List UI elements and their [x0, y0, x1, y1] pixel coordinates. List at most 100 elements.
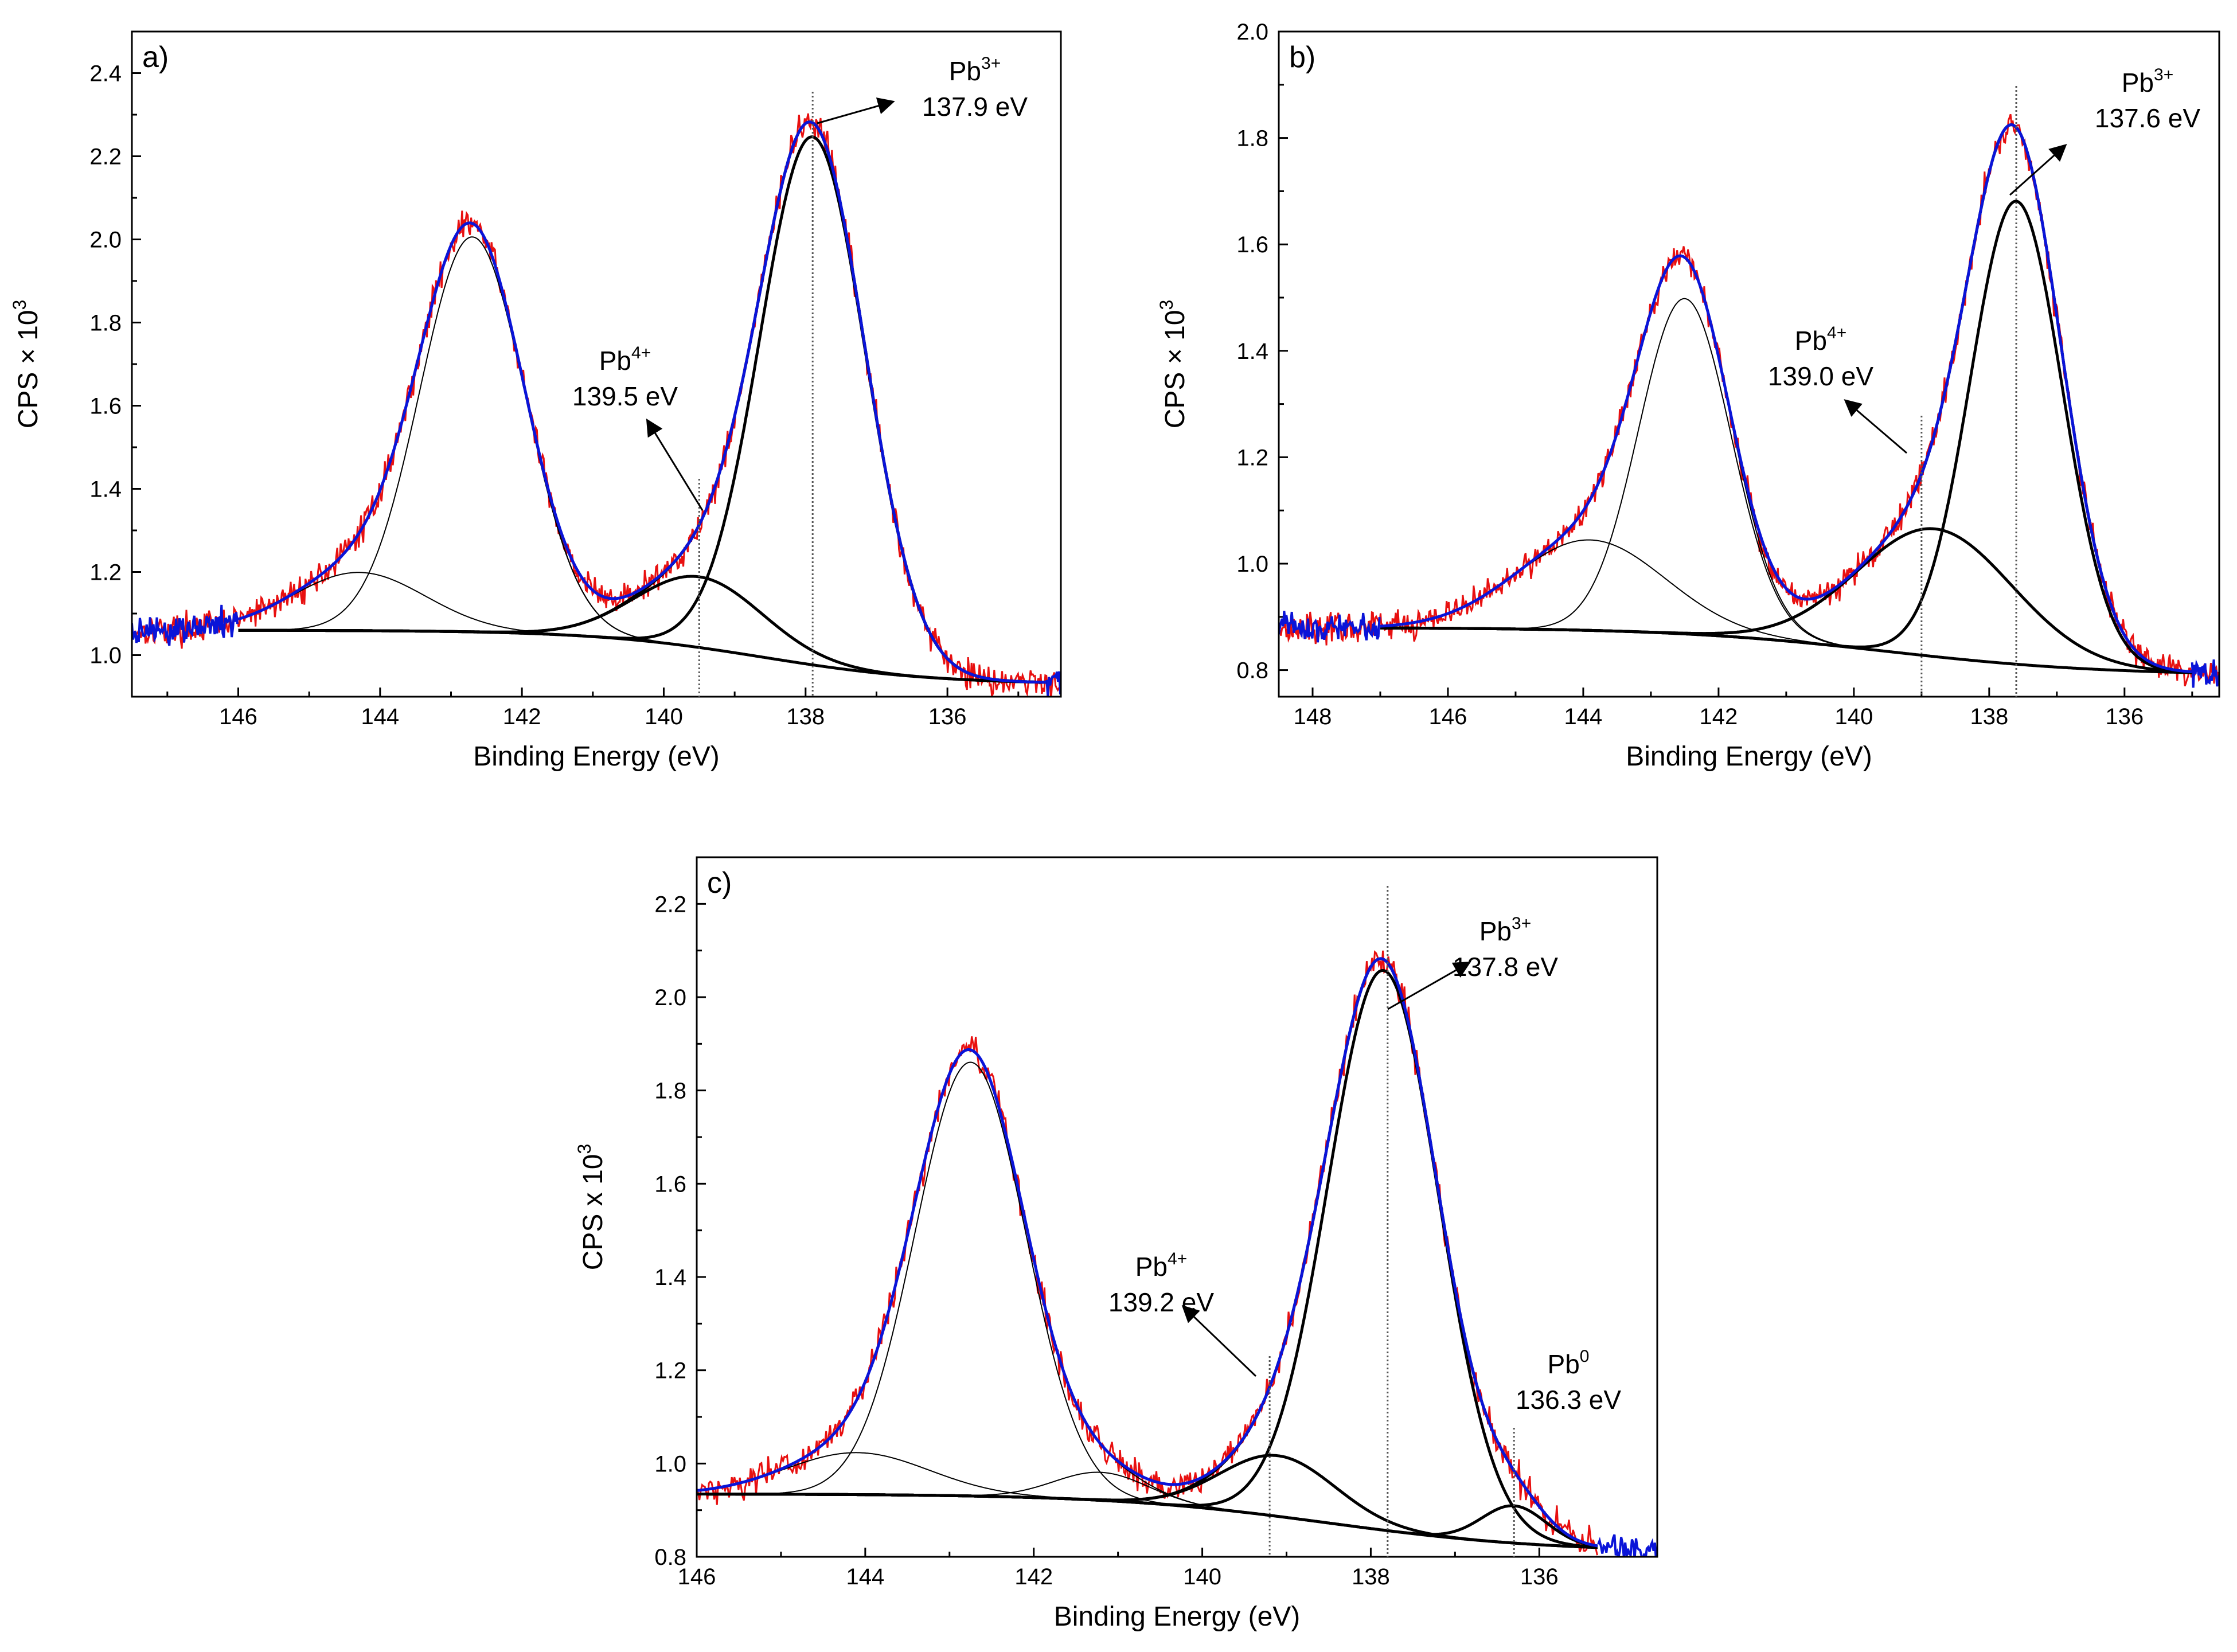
annotation-arrow	[646, 418, 704, 511]
oxidation-state: 4+	[1168, 1249, 1187, 1268]
y-axis-label: CPS × 103	[1156, 300, 1190, 429]
y-axis-label-text: CPS × 10	[13, 310, 44, 429]
y-axis-label: CPS x 103	[574, 1144, 608, 1271]
binding-energy-label: 136.3 eV	[1516, 1385, 1621, 1415]
panel-label: b)	[1289, 41, 1315, 74]
raw-spectrum-edge	[1045, 671, 1061, 696]
fit-envelope	[237, 120, 1047, 684]
x-tick-label: 138	[1352, 1564, 1390, 1589]
y-tick-label: 1.2	[654, 1358, 686, 1384]
x-tick-label: 146	[219, 704, 257, 729]
x-tick-label: 142	[503, 704, 541, 729]
x-tick-label: 138	[786, 704, 825, 729]
y-tick-label: 1.4	[89, 477, 122, 502]
y-axis-label-text: CPS × 10	[1160, 310, 1190, 429]
x-tick-label: 136	[2105, 704, 2144, 729]
y-tick-label: 1.8	[1236, 126, 1268, 151]
species-label: Pb4+	[1135, 1249, 1187, 1282]
species-label: Pb4+	[1795, 323, 1846, 356]
y-tick-label: 2.0	[89, 228, 122, 253]
y-tick-label: 1.2	[89, 560, 122, 585]
species-name: Pb	[1548, 1349, 1580, 1379]
x-axis-label: Binding Energy (eV)	[473, 741, 720, 772]
y-tick-label: 0.8	[654, 1545, 686, 1570]
panel-label: c)	[707, 866, 732, 900]
plot-area	[697, 950, 1657, 1557]
x-tick-label: 140	[645, 704, 683, 729]
species-label: Pb3+	[1479, 914, 1531, 946]
y-tick-label: 1.6	[89, 394, 122, 419]
y-axis-label: CPS × 103	[9, 300, 44, 429]
binding-energy-label: 139.5 eV	[572, 381, 678, 411]
x-axis-label: Binding Energy (eV)	[1626, 741, 1872, 772]
species-label: Pb3+	[2122, 65, 2173, 97]
annotation-arrow	[2009, 143, 2067, 196]
background-curve	[1380, 626, 2192, 674]
panel-label: a)	[142, 41, 169, 74]
species-name: Pb	[1135, 1252, 1168, 1282]
oxidation-state: 3+	[2154, 65, 2173, 84]
y-tick-label: 2.2	[654, 892, 686, 917]
raw-spectrum-edge	[1597, 1534, 1657, 1557]
x-tick-label: 136	[928, 704, 967, 729]
component-sum-thin	[1380, 256, 2192, 674]
fit-envelope	[697, 957, 1598, 1548]
x-tick-label: 142	[1014, 1564, 1053, 1589]
y-tick-label: 1.6	[654, 1171, 686, 1197]
y-axis-label-sup: 3	[9, 300, 30, 310]
x-tick-label: 138	[1970, 704, 2008, 729]
raw-spectrum	[132, 113, 1061, 697]
binding-energy-label: 139.2 eV	[1108, 1287, 1214, 1317]
y-tick-label: 1.8	[89, 311, 122, 336]
species-name: Pb	[949, 56, 981, 86]
x-tick-label: 140	[1835, 704, 1873, 729]
panel-a: 146 144 142 140 138 136 1.0 1.2 1.4 1.6 1.8 2.0 2.2 2…	[9, 30, 1062, 772]
raw-spectrum	[1279, 114, 2219, 686]
annotation-arrow	[1181, 1305, 1257, 1377]
x-tick-label: 146	[678, 1564, 716, 1589]
y-tick-label: 2.4	[89, 61, 122, 87]
binding-energy-label: 137.8 eV	[1453, 952, 1558, 982]
oxidation-state: 3+	[981, 54, 1001, 73]
y-axis-label-text: CPS x 10	[578, 1154, 608, 1271]
binding-energy-label: 137.9 eV	[922, 92, 1028, 122]
x-tick-label: 146	[1429, 704, 1467, 729]
component-peak	[1380, 527, 2192, 674]
y-tick-label: 1.0	[1236, 552, 1268, 577]
panel-b: 148 146 144 142 140 138 136 0.8 1.0 1.2 1.4 1.6 1.8 2…	[1156, 19, 2220, 772]
x-tick-label: 136	[1520, 1564, 1559, 1589]
binding-energy-label: 139.0 eV	[1768, 361, 1873, 391]
y-tick-label: 2.0	[1236, 19, 1268, 45]
y-tick-label: 1.0	[654, 1451, 686, 1477]
binding-energy-label: 137.6 eV	[2095, 103, 2200, 133]
oxidation-state: 4+	[631, 343, 651, 362]
species-name: Pb	[1479, 916, 1512, 946]
x-tick-label: 142	[1700, 704, 1738, 729]
y-tick-label: 1.2	[1236, 445, 1268, 470]
raw-spectrum-edge	[132, 604, 239, 646]
x-tick-label: 148	[1294, 704, 1332, 729]
y-axis-label-sup: 3	[574, 1144, 595, 1154]
species-name: Pb	[1795, 326, 1827, 356]
oxidation-state: 4+	[1827, 323, 1846, 342]
plot-area	[132, 113, 1061, 697]
annotation-arrow	[1844, 399, 1907, 454]
species-name: Pb	[599, 346, 631, 376]
y-axis-label-sup: 3	[1156, 300, 1177, 310]
x-tick-label: 144	[846, 1564, 884, 1589]
component-peak	[1380, 200, 2192, 674]
x-tick-label: 144	[1564, 704, 1603, 729]
plot-frame	[696, 856, 1658, 1558]
x-tick-label: 144	[361, 704, 399, 729]
component-peak	[1380, 539, 2192, 674]
raw-spectrum-edge	[2191, 659, 2219, 688]
y-tick-label: 1.4	[1236, 339, 1268, 364]
species-label: Pb0	[1548, 1347, 1590, 1379]
oxidation-state: 0	[1580, 1347, 1590, 1366]
species-label: Pb3+	[949, 54, 1001, 86]
annotation-arrow	[817, 97, 895, 124]
raw-spectrum-edge	[1279, 611, 1381, 643]
y-tick-label: 2.2	[89, 144, 122, 170]
y-tick-label: 1.8	[654, 1079, 686, 1104]
